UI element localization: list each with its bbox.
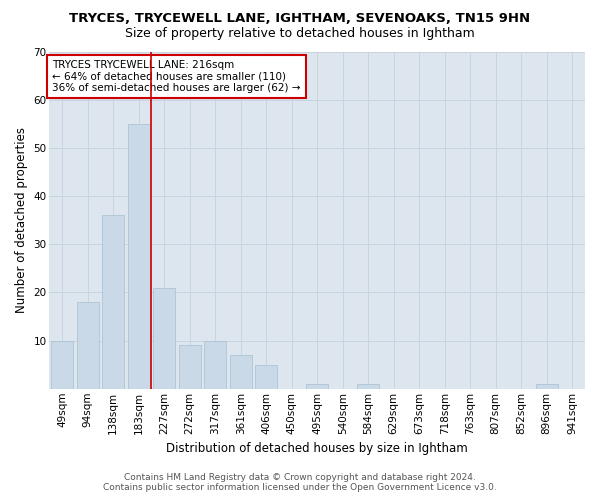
Text: Contains HM Land Registry data © Crown copyright and database right 2024.
Contai: Contains HM Land Registry data © Crown c… (103, 473, 497, 492)
Bar (256, 364, 277, 389)
Text: TRYCES TRYCEWELL LANE: 216sqm
← 64% of detached houses are smaller (110)
36% of : TRYCES TRYCEWELL LANE: 216sqm ← 64% of d… (52, 60, 301, 93)
Bar (536, 384, 557, 389)
Bar (77, 302, 98, 389)
Bar (154, 288, 175, 389)
Bar (128, 124, 149, 389)
Bar (230, 355, 251, 389)
Bar (358, 384, 379, 389)
Bar (179, 346, 200, 389)
Text: Size of property relative to detached houses in Ightham: Size of property relative to detached ho… (125, 28, 475, 40)
Text: TRYCES, TRYCEWELL LANE, IGHTHAM, SEVENOAKS, TN15 9HN: TRYCES, TRYCEWELL LANE, IGHTHAM, SEVENOA… (70, 12, 530, 26)
X-axis label: Distribution of detached houses by size in Ightham: Distribution of detached houses by size … (166, 442, 468, 455)
Bar (205, 340, 226, 389)
Bar (307, 384, 328, 389)
Bar (103, 216, 124, 389)
Bar (52, 340, 73, 389)
Y-axis label: Number of detached properties: Number of detached properties (15, 127, 28, 313)
